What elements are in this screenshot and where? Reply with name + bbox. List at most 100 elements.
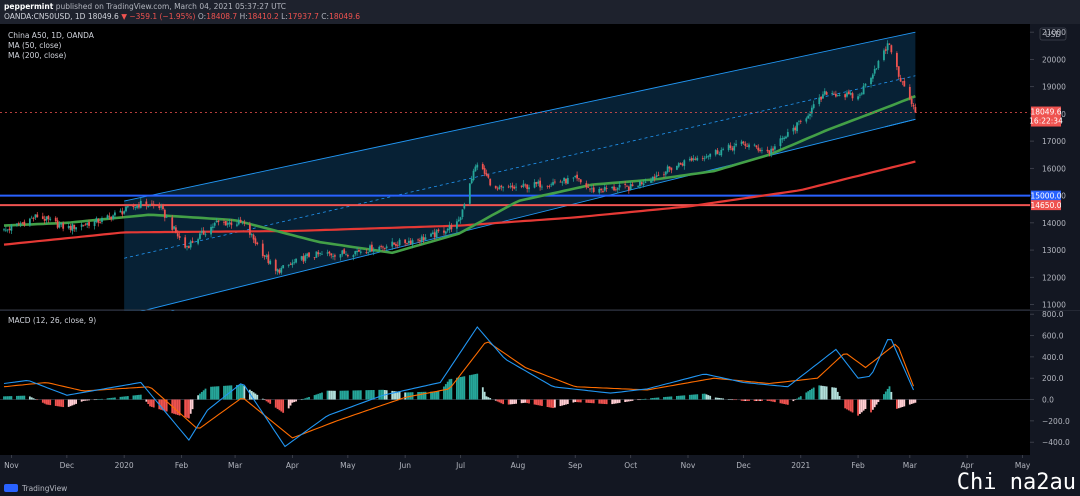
- ma200-path: [3, 160, 916, 246]
- symbol-label: OANDA:CN50USD, 1D: [4, 12, 86, 21]
- histogram-bar: [391, 390, 394, 400]
- candle-body: [163, 209, 166, 218]
- histogram-bar: [200, 391, 203, 400]
- histogram-bar: [321, 392, 323, 400]
- candle-body: [110, 216, 113, 220]
- histogram-bar: [679, 395, 682, 400]
- histogram-bar: [23, 395, 26, 400]
- candle-body: [343, 249, 346, 254]
- candle-body: [239, 219, 242, 222]
- histogram-bar: [30, 397, 33, 400]
- histogram-bar: [611, 399, 614, 405]
- candle-body: [444, 231, 447, 234]
- candle-body: [485, 173, 488, 176]
- histogram-bar: [34, 399, 37, 400]
- candle-body: [733, 146, 736, 151]
- histogram-bar: [393, 391, 395, 400]
- candle-body: [481, 164, 484, 170]
- candle-body: [119, 210, 122, 213]
- candle-body: [178, 236, 181, 238]
- histogram-bar: [664, 396, 667, 400]
- candle-body: [818, 97, 821, 105]
- regression-channel[interactable]: [124, 31, 916, 326]
- channel-upper[interactable]: [124, 31, 916, 202]
- histogram-bar: [334, 390, 336, 400]
- histogram-bar: [650, 398, 652, 400]
- histogram-bar: [805, 392, 808, 400]
- horizontal-levels[interactable]: [0, 194, 1030, 207]
- macd-pane[interactable]: MACD (12, 26, close, 9): [0, 311, 1030, 455]
- price-axis[interactable]: USD 110001200013000140001500016000170001…: [1030, 24, 1080, 310]
- candle-body: [19, 223, 22, 225]
- histogram-bar: [380, 389, 383, 400]
- candle-body: [494, 185, 497, 189]
- histogram-bar: [21, 395, 24, 400]
- candle-body: [457, 219, 460, 222]
- candle-body: [528, 187, 530, 190]
- histogram-bar: [773, 399, 776, 403]
- histogram-bar: [690, 394, 693, 400]
- candle-body: [417, 239, 419, 241]
- histogram-bar: [73, 399, 76, 405]
- histogram-bar: [319, 393, 322, 400]
- time-tick-label: May: [340, 461, 356, 470]
- candle-body: [228, 222, 231, 224]
- ohlc-summary: OANDA:CN50USD, 1D 18049.6 ▼ −359.1 (−1.9…: [4, 11, 360, 22]
- histogram-bar: [112, 397, 114, 400]
- candle-body: [328, 251, 331, 254]
- candle-body: [709, 153, 712, 157]
- candle-body: [204, 234, 207, 236]
- chart-canvas[interactable]: China A50, 1D, OANDA MA (50, close) MA (…: [0, 24, 1080, 476]
- candle-body: [576, 174, 578, 179]
- candle-body: [694, 158, 697, 160]
- candle-body: [657, 174, 660, 176]
- candle-body: [97, 218, 100, 223]
- channel-lower[interactable]: [124, 118, 916, 316]
- time-tick-label: Feb: [175, 461, 189, 470]
- histogram-bar: [781, 399, 784, 404]
- histogram-bar: [683, 395, 686, 400]
- candle-body: [99, 221, 102, 223]
- candle-body: [302, 256, 305, 262]
- histogram-bar: [443, 386, 445, 400]
- histogram-bar: [223, 385, 225, 400]
- currency-badge[interactable]: [1039, 27, 1067, 41]
- candle-body: [406, 243, 408, 244]
- candle-body: [731, 148, 734, 151]
- candle-body: [199, 233, 201, 239]
- candle-body: [862, 85, 865, 95]
- price-pane[interactable]: China A50, 1D, OANDA MA (50, close) MA (…: [0, 24, 1030, 326]
- tradingview-logo[interactable]: TradingView: [4, 482, 84, 494]
- candle-body: [446, 228, 449, 231]
- time-axis[interactable]: Nov Dec 2020 Feb Mar Apr May Jun Jul Aug Sep Oct Nov…: [0, 455, 1080, 476]
- histogram-bar: [407, 392, 410, 400]
- histogram-bar: [274, 399, 277, 408]
- candle-body: [213, 222, 216, 226]
- histogram-bar: [600, 399, 603, 404]
- candle-body: [897, 66, 900, 77]
- histogram-bar: [250, 391, 253, 400]
- histogram-bar: [47, 399, 50, 405]
- time-tick-label: May: [1015, 461, 1031, 470]
- candle-body: [722, 148, 725, 150]
- candle-body: [345, 254, 347, 256]
- histogram-bar: [651, 397, 654, 400]
- histogram-bar: [433, 391, 436, 400]
- candle-body: [631, 184, 634, 187]
- candle-body: [139, 200, 142, 208]
- author-name[interactable]: peppermint: [4, 2, 54, 11]
- candle-body: [537, 181, 540, 184]
- candle-body: [513, 186, 516, 189]
- candle-body: [54, 217, 57, 222]
- histogram-bar: [62, 399, 65, 408]
- candle-body: [786, 132, 789, 137]
- histogram-bar: [276, 399, 279, 409]
- histogram-bar: [80, 399, 83, 402]
- histogram-bar: [537, 399, 540, 406]
- macd-axis[interactable]: −400.0 −200.0 0.0 200.0 400.0 600.0 800.0: [1030, 310, 1080, 455]
- histogram-bar: [4, 396, 7, 400]
- candle-body: [522, 183, 525, 187]
- candle-body: [443, 230, 445, 233]
- candle-body: [605, 187, 608, 189]
- histogram-bar: [398, 391, 401, 400]
